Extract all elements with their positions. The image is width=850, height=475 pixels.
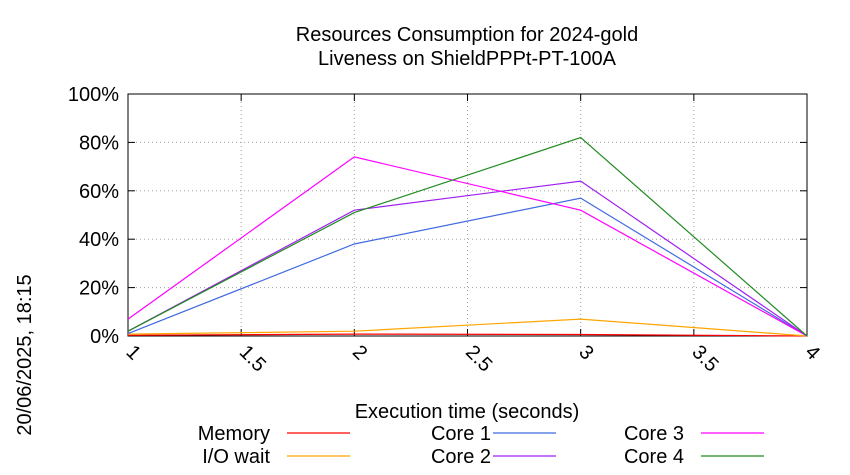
series-line-i-o-wait	[127, 318, 808, 337]
series-line-core-2	[127, 180, 808, 337]
x-tick-label: 2	[348, 341, 371, 364]
x-tick-label: 2.5	[461, 341, 496, 376]
chart-title: Resources Consumption for 2024-gold	[296, 24, 638, 46]
y-tick-label: 60%	[79, 181, 119, 203]
y-tick-label: 0%	[90, 326, 119, 348]
y-axis: 0% 20% 40% 60% 80% 100%	[68, 84, 807, 348]
timestamp-label: 20/06/2025, 18:15	[14, 274, 36, 435]
x-tick-label: 3.5	[687, 341, 722, 376]
y-tick-label: 40%	[79, 229, 119, 251]
series-line-memory	[127, 333, 808, 337]
x-tick-label: 3	[574, 341, 597, 364]
series-group	[127, 136, 808, 337]
y-tick-label: 80%	[79, 132, 119, 154]
grid-lines	[128, 94, 807, 336]
legend-label-core-1: Core 1	[431, 423, 491, 445]
x-axis-label: Execution time (seconds)	[355, 401, 580, 423]
y-tick-label: 20%	[79, 278, 119, 300]
y-tick-label: 100%	[68, 84, 119, 106]
legend-label-core-3: Core 3	[624, 423, 684, 445]
legend-label-core-2: Core 2	[431, 446, 491, 468]
series-line-core-1	[127, 197, 808, 337]
legend-label-memory: Memory	[198, 423, 270, 445]
series-line-core-4	[127, 136, 808, 337]
series-line-core-3	[127, 156, 808, 337]
x-tick-label: 1	[122, 341, 145, 364]
x-tick-label: 1.5	[235, 341, 270, 376]
legend-label-core-4: Core 4	[624, 446, 684, 468]
x-tick-label: 4	[801, 341, 824, 364]
legend-label-i-o-wait: I/O wait	[202, 446, 270, 468]
chart-subtitle: Liveness on ShieldPPPt-PT-100A	[318, 48, 617, 70]
